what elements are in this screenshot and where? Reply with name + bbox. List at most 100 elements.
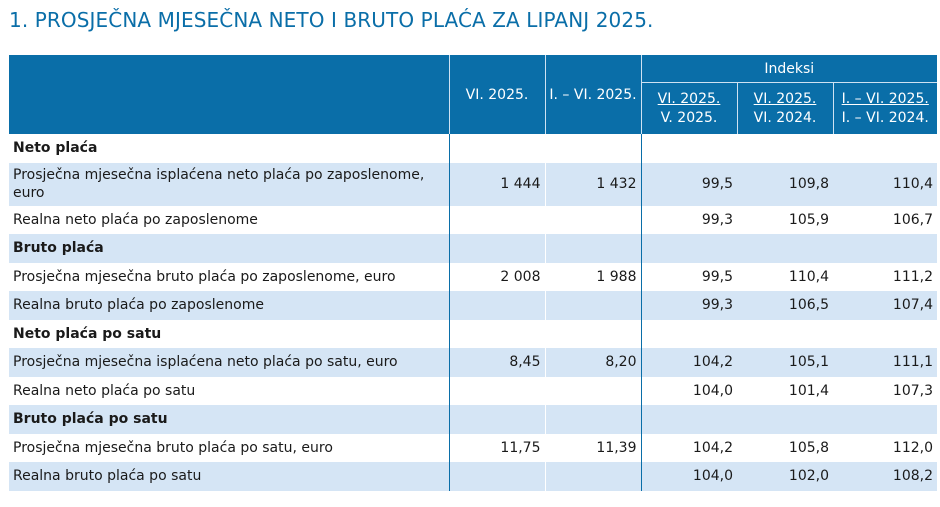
row-label: Realna bruto plaća po zaposlenome <box>9 291 449 320</box>
cell-period <box>544 376 641 405</box>
cell-month <box>448 376 545 405</box>
cell-index-3: 106,7 <box>892 211 933 228</box>
cell-month: 11,75 <box>448 433 545 462</box>
cell-index-1 <box>640 319 737 348</box>
wage-table: VI. 2025. I. – VI. 2025. Indeksi VI. 202… <box>9 55 937 491</box>
row-label: Realna bruto plaća po satu <box>9 462 449 491</box>
row-label: Bruto plaća po satu <box>9 405 449 434</box>
table-row: Neto plaća <box>9 134 937 163</box>
row-label: Realna neto plaća po zaposlenome <box>13 211 258 228</box>
header-index-3: I. – VI. 2025. I. – VI. 2024. <box>832 82 937 134</box>
cell-index-1 <box>640 405 737 434</box>
row-label: Realna neto plaća po satu <box>13 382 196 399</box>
cell-index-2 <box>737 405 833 434</box>
table-row: Prosječna mjesečna bruto plaća po satu, … <box>9 433 937 462</box>
cell-index-1 <box>640 234 737 263</box>
cell-index-2 <box>737 234 833 263</box>
cell-month <box>448 205 545 234</box>
cell-period <box>544 462 641 491</box>
cell-month <box>448 134 545 163</box>
cell-index-2 <box>737 134 833 163</box>
header-index-1: VI. 2025. V. 2025. <box>640 82 737 134</box>
header-index-2-top: VI. 2025. <box>753 90 817 107</box>
cell-index-2 <box>737 320 833 349</box>
header-label-cell <box>9 55 449 134</box>
header-index-2: VI. 2025. VI. 2024. <box>736 82 833 134</box>
page-title: 1. PROSJEČNA MJESEČNA NETO I BRUTO PLAĆA… <box>9 8 654 32</box>
cell-period <box>544 234 641 263</box>
cell-index-3: 107,3 <box>892 382 933 399</box>
table-row: Realna neto plaća po zaposlenome 99,3 10… <box>9 205 937 234</box>
header-col-period: I. – VI. 2025. <box>544 55 641 134</box>
table-body: Neto plaća Prosječna mjesečna isplaćena … <box>9 134 937 491</box>
cell-index-2: 101,4 <box>788 382 829 399</box>
table-row: Prosječna mjesečna bruto plaća po zaposl… <box>9 262 937 291</box>
cell-index-3: 111,2 <box>892 268 933 285</box>
cell-index-3 <box>833 234 937 263</box>
table-row: Bruto plaća po satu <box>9 405 937 434</box>
cell-index-3 <box>833 320 937 349</box>
cell-period: 1 988 <box>544 262 641 291</box>
table-row: Realna neto plaća po satu 104,0 101,4 10… <box>9 376 937 405</box>
cell-period: 11,39 <box>544 433 641 462</box>
cell-index-1 <box>640 134 737 163</box>
cell-month: 1 444 <box>448 162 545 206</box>
row-label: Neto plaća po satu <box>13 325 162 342</box>
header-index-1-top: VI. 2025. <box>657 90 721 107</box>
cell-period <box>544 291 641 320</box>
cell-month <box>448 319 545 348</box>
row-label: Prosječna mjesečna isplaćena neto plaća … <box>9 348 449 377</box>
cell-index-1: 104,2 <box>640 348 737 377</box>
cell-period <box>544 134 641 163</box>
cell-index-1: 99,5 <box>640 262 737 291</box>
cell-month <box>448 234 545 263</box>
cell-index-3: 108,2 <box>833 462 937 491</box>
cell-index-1: 99,3 <box>640 291 737 320</box>
row-label: Neto plaća <box>13 140 98 157</box>
table-row: Prosječna mjesečna isplaćena neto plaća … <box>9 162 937 206</box>
row-label: Prosječna mjesečna isplaćena neto plaća … <box>9 162 449 206</box>
table-row: Prosječna mjesečna isplaćena neto plaća … <box>9 348 937 377</box>
cell-index-1: 104,2 <box>640 433 737 462</box>
cell-month: 8,45 <box>448 348 545 377</box>
cell-period <box>544 205 641 234</box>
cell-index-2: 110,4 <box>788 268 829 285</box>
cell-index-1: 104,0 <box>640 376 737 405</box>
cell-index-1: 99,3 <box>640 205 737 234</box>
cell-month: 2 008 <box>448 262 545 291</box>
table-row: Realna bruto plaća po zaposlenome 99,3 1… <box>9 291 937 320</box>
row-label: Bruto plaća <box>9 234 449 263</box>
cell-period <box>544 319 641 348</box>
table-row: Realna bruto plaća po satu 104,0 102,0 1… <box>9 462 937 491</box>
table-row: Bruto plaća <box>9 234 937 263</box>
table-header: VI. 2025. I. – VI. 2025. Indeksi VI. 202… <box>9 55 937 134</box>
cell-index-2: 105,1 <box>737 348 833 377</box>
cell-period <box>544 405 641 434</box>
row-label: Prosječna mjesečna bruto plaća po satu, … <box>13 439 333 456</box>
header-col-month: VI. 2025. <box>448 55 545 134</box>
table-row: Neto plaća po satu <box>9 319 937 349</box>
header-indeksi: Indeksi <box>640 55 937 83</box>
cell-period: 1 432 <box>544 162 641 206</box>
cell-index-3: 107,4 <box>833 291 937 320</box>
cell-index-3: 110,4 <box>833 162 937 206</box>
cell-index-1: 99,5 <box>640 162 737 206</box>
cell-index-3 <box>833 134 937 163</box>
cell-index-3: 111,1 <box>833 348 937 377</box>
cell-index-1: 104,0 <box>640 462 737 491</box>
cell-index-2: 109,8 <box>737 162 833 206</box>
header-index-3-bottom: I. – VI. 2024. <box>841 109 929 126</box>
cell-index-2: 106,5 <box>737 291 833 320</box>
cell-month <box>448 462 545 491</box>
header-index-3-top: I. – VI. 2025. <box>841 90 929 107</box>
cell-index-2: 102,0 <box>737 462 833 491</box>
cell-month <box>448 405 545 434</box>
row-label: Prosječna mjesečna bruto plaća po zaposl… <box>13 268 396 285</box>
cell-period: 8,20 <box>544 348 641 377</box>
header-index-1-bottom: V. 2025. <box>660 109 718 126</box>
cell-index-2: 105,9 <box>788 211 829 228</box>
header-index-2-bottom: VI. 2024. <box>753 109 817 126</box>
cell-index-3 <box>833 405 937 434</box>
cell-index-2: 105,8 <box>788 439 829 456</box>
cell-month <box>448 291 545 320</box>
